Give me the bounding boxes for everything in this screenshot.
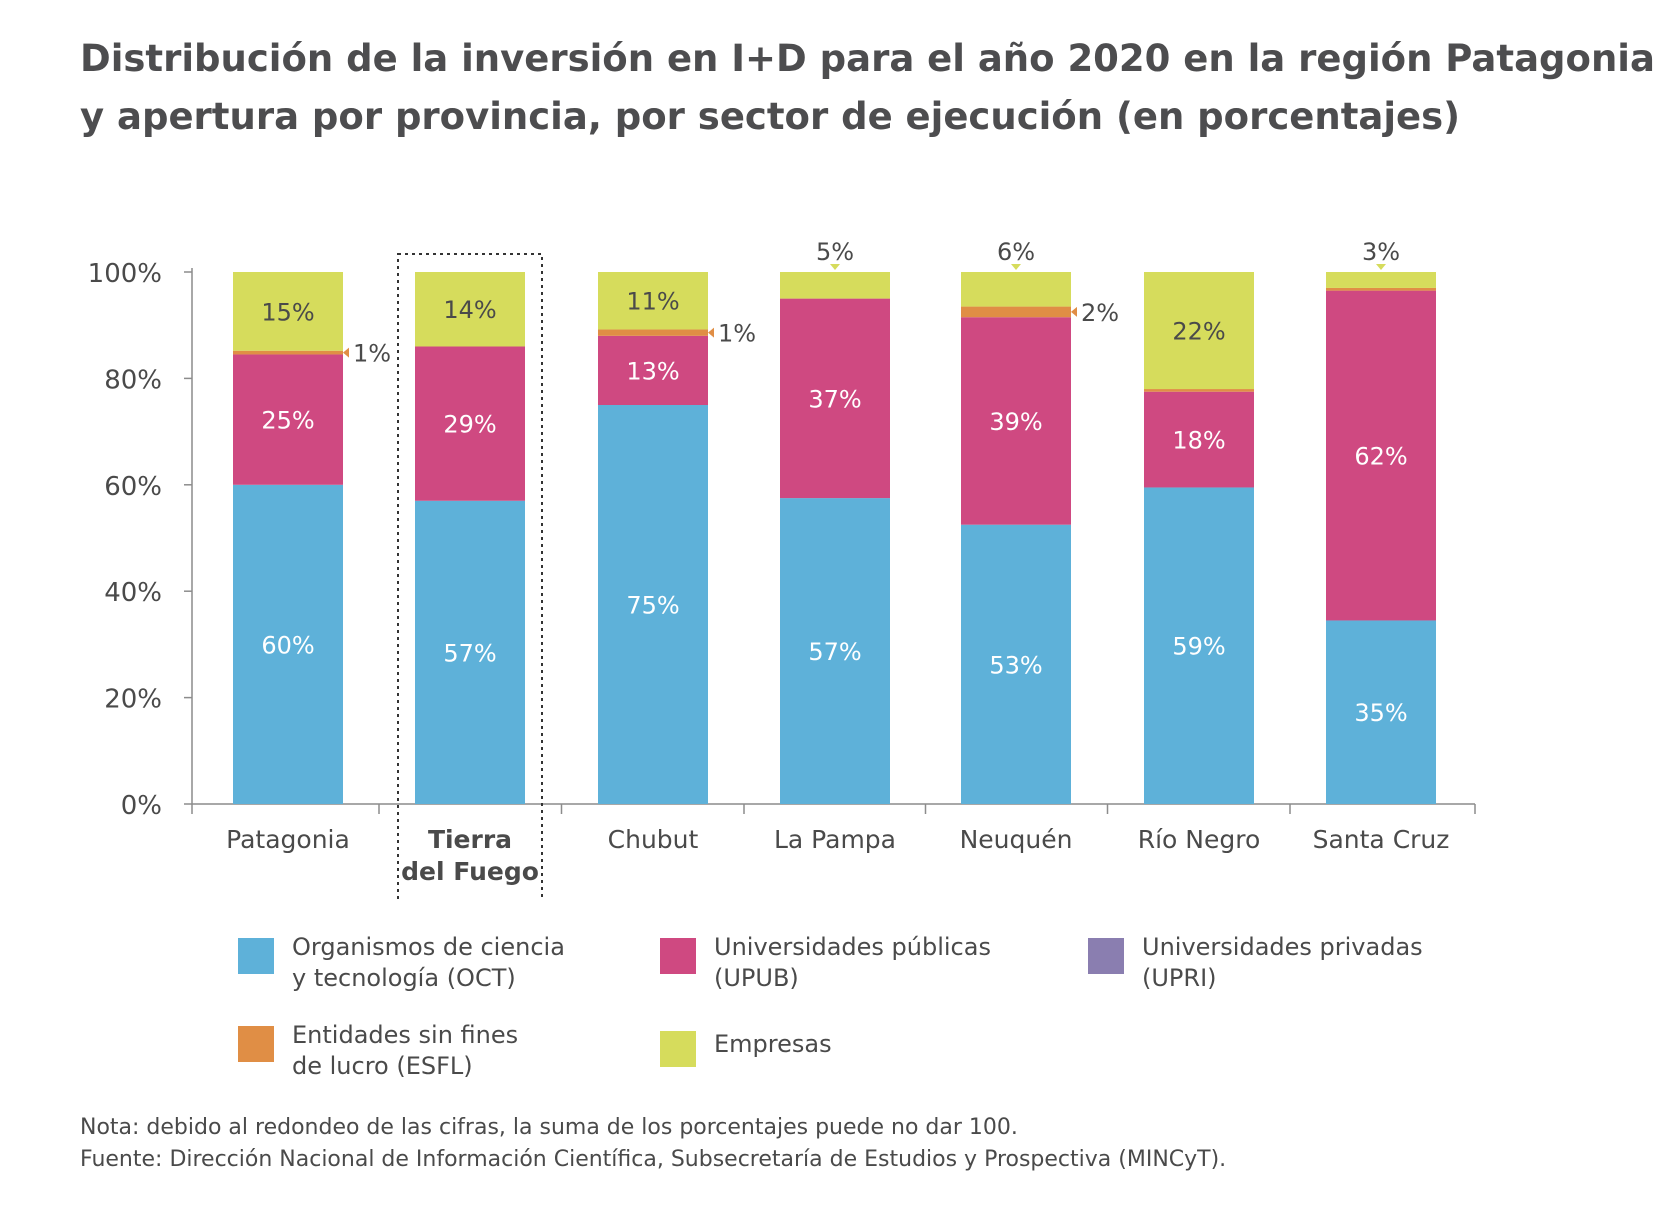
data-label: 11% [626,288,679,316]
y-tick-label: 20% [104,685,162,715]
legend-label-line: Empresas [714,1030,832,1058]
data-label: 18% [1172,427,1225,455]
legend-item-esfl[interactable]: Entidades sin fines de lucro (ESFL) [238,1020,612,1082]
bar-segment [1326,272,1436,288]
bar-segment [1326,620,1436,804]
bar-segment [598,335,708,405]
legend-label-line: (UPRI) [1142,964,1217,992]
legend-swatch-esfl [238,1026,274,1062]
bar-segment [233,350,343,355]
bar-segment [961,524,1071,804]
legend-swatch-upri [1088,938,1124,974]
data-label: 59% [1172,633,1225,661]
bar-segment [1144,391,1254,488]
legend-swatch-empresas [660,1031,696,1067]
bar-segment [961,272,1071,307]
bar-segment [1326,287,1436,291]
data-label: 14% [443,296,496,324]
label-pointer [1376,264,1386,270]
data-label: 57% [443,639,496,667]
x-category-label: Tierra [428,825,512,854]
legend-item-upub[interactable]: Universidades públicas (UPUB) [660,932,1034,994]
label-pointer [1071,306,1077,317]
bar-segment [780,272,890,299]
bar-segment [233,272,343,351]
x-category-label: Río Negro [1138,825,1261,854]
data-label: 3% [1362,238,1400,266]
data-label: 29% [443,411,496,439]
x-category-label: del Fuego [401,857,539,886]
data-label: 53% [989,651,1042,679]
bar-segment [780,298,890,499]
data-label: 37% [808,385,861,413]
footnote-nota: Nota: debido al redondeo de las cifras, … [80,1115,1018,1140]
data-label: 60% [261,631,314,659]
data-label: 57% [808,638,861,666]
legend-label-line: y tecnología (OCT) [292,964,516,992]
bar-segment [1144,272,1254,390]
data-label: 62% [1354,443,1407,471]
label-pointer [1011,264,1021,270]
bar-segment [598,329,708,336]
legend-item-upri[interactable]: Universidades privadas (UPRI) [1088,932,1462,994]
legend-label-oct: Organismos de ciencia y tecnología (OCT) [292,932,612,994]
legend-item-empresas[interactable]: Empresas [660,1029,1034,1067]
bar-segment [1326,290,1436,621]
legend-label-esfl: Entidades sin fines de lucro (ESFL) [292,1020,612,1082]
label-pointer [708,327,714,338]
data-label: 39% [989,408,1042,436]
chart-title: Distribución de la inversión en I+D para… [80,37,1655,138]
bar-segment [233,354,343,485]
bar-segment [1144,389,1254,392]
y-tick-label: 100% [88,259,162,289]
y-tick-label: 60% [104,472,162,502]
bar-segment [598,405,708,804]
data-label: 6% [997,238,1035,266]
legend-label-line: Universidades privadas [1142,933,1423,961]
legend-label-line: de lucro (ESFL) [292,1052,473,1080]
x-category-label: Patagonia [226,825,350,854]
legend-label-line: Organismos de ciencia [292,933,565,961]
y-tick-label: 40% [104,578,162,608]
legend-label-upri: Universidades privadas (UPRI) [1142,932,1462,994]
bar-segment [598,272,708,330]
bar-segment [233,484,343,804]
x-category-label: Chubut [608,825,699,854]
legend-swatch-upub [660,938,696,974]
bar-segment [961,317,1071,525]
data-label: 35% [1354,699,1407,727]
legend-swatch-oct [238,938,274,974]
legend-label-line: (UPUB) [714,964,799,992]
footnote-fuente: Fuente: Dirección Nacional de Informació… [80,1147,1227,1172]
data-label: 22% [1172,318,1225,346]
data-label: 13% [626,357,679,385]
bar-segment [780,498,890,804]
x-category-label: Neuquén [960,825,1073,854]
bar-segment [415,500,525,804]
legend-label-line: Universidades públicas [714,933,991,961]
data-label: 1% [718,320,756,348]
x-category-label: Santa Cruz [1313,825,1450,854]
bar-segment [961,306,1071,318]
legend-label-upub: Universidades públicas (UPUB) [714,932,1034,994]
bar-segment [415,346,525,501]
data-label: 5% [816,238,854,266]
legend-label-line: Entidades sin fines [292,1021,519,1049]
label-pointer [830,264,840,270]
y-tick-label: 0% [121,791,162,821]
data-label: 25% [261,407,314,435]
highlight-box [397,253,543,900]
x-category-label: La Pampa [774,825,896,854]
y-tick-label: 80% [104,365,162,395]
data-label: 15% [261,298,314,326]
label-pointer [343,347,349,358]
legend-item-oct[interactable]: Organismos de ciencia y tecnología (OCT) [238,932,612,994]
data-label: 1% [353,340,391,368]
data-label: 75% [626,592,679,620]
data-label: 2% [1081,299,1119,327]
bar-segment [415,272,525,347]
legend-label-empresas: Empresas [714,1029,1034,1060]
bar-segment [1144,487,1254,804]
stacked-bar-chart: 0% 20% 40% 60% 80% 100% 60% 25% 1% 15% 57% 29% 14% 75… [88,238,1476,900]
